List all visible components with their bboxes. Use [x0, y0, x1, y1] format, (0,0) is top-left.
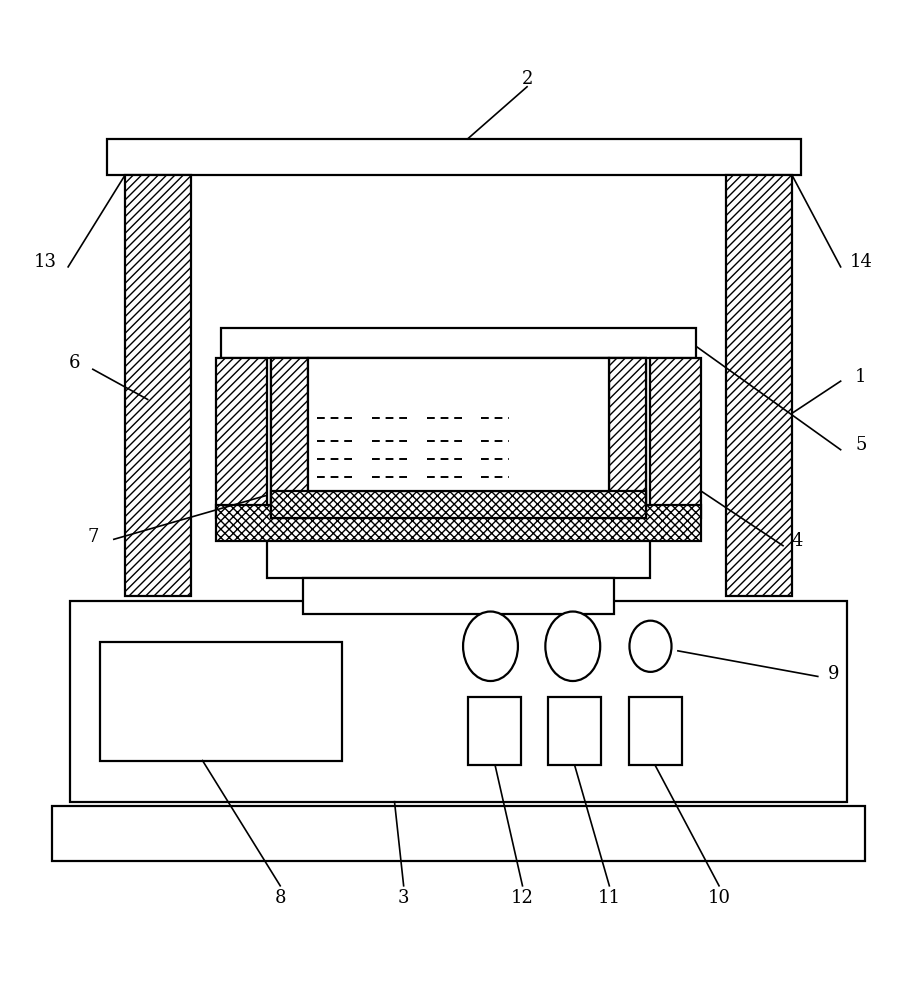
- Bar: [271, 491, 646, 518]
- Text: 13: 13: [34, 253, 57, 271]
- Text: 10: 10: [708, 889, 731, 907]
- Bar: [125, 175, 191, 596]
- Bar: [468, 697, 521, 765]
- Text: 6: 6: [69, 354, 81, 372]
- Text: 5: 5: [855, 436, 867, 454]
- Bar: [726, 175, 792, 596]
- Bar: [650, 358, 701, 518]
- Text: 11: 11: [598, 889, 621, 907]
- Text: 9: 9: [827, 665, 839, 683]
- Text: 8: 8: [274, 889, 286, 907]
- Bar: [610, 358, 646, 518]
- Text: 1: 1: [855, 368, 867, 386]
- Bar: [106, 139, 801, 175]
- Bar: [221, 328, 696, 358]
- Text: 4: 4: [791, 532, 802, 550]
- Bar: [271, 358, 646, 518]
- Bar: [100, 642, 342, 761]
- Bar: [216, 358, 267, 518]
- Text: 2: 2: [522, 70, 533, 88]
- Bar: [51, 806, 866, 861]
- Bar: [267, 541, 650, 578]
- Text: 3: 3: [398, 889, 409, 907]
- Bar: [70, 601, 847, 802]
- Bar: [304, 578, 613, 614]
- Bar: [307, 358, 610, 491]
- Bar: [548, 697, 602, 765]
- Bar: [628, 697, 681, 765]
- Bar: [216, 505, 701, 541]
- Text: 14: 14: [849, 253, 872, 271]
- Text: 7: 7: [87, 528, 98, 546]
- Bar: [271, 358, 307, 518]
- Ellipse shape: [546, 612, 601, 681]
- Ellipse shape: [463, 612, 518, 681]
- Ellipse shape: [629, 621, 671, 672]
- Text: 12: 12: [511, 889, 534, 907]
